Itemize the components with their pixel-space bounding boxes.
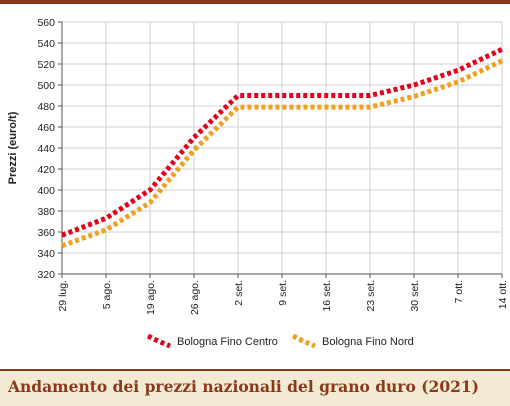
- series-line-1: [61, 47, 504, 238]
- x-tick-label: 5 ago.: [101, 280, 113, 309]
- y-tick-label: 460: [37, 122, 55, 134]
- x-tick-label: 26 ago.: [189, 280, 201, 315]
- y-tick-labels: 320 340 360 380 400 420 440 460 480 500 520 540 560: [37, 17, 55, 281]
- y-tick-label: 340: [37, 248, 55, 260]
- x-tick-label: 9 set.: [277, 280, 289, 306]
- x-tick-label: 30 set.: [409, 280, 421, 312]
- legend-swatch-2: [291, 333, 316, 349]
- y-tick-label: 480: [37, 101, 55, 113]
- x-tick-label: 14 ott.: [497, 280, 509, 309]
- x-tick-label: 19 ago.: [145, 280, 157, 315]
- y-tick-label: 440: [37, 143, 55, 155]
- legend-label-2: Bologna Fino Nord: [322, 336, 414, 348]
- y-tick-label: 320: [37, 269, 55, 281]
- chart-title: Andamento dei prezzi nazionali del grano…: [8, 377, 480, 396]
- chart-title-bar: Andamento dei prezzi nazionali del grano…: [0, 369, 510, 406]
- grid: [61, 21, 503, 275]
- y-tick-label: 360: [37, 227, 55, 239]
- x-tick-label: 2 set.: [233, 280, 245, 306]
- x-tick-label: 29 lug.: [57, 280, 69, 312]
- x-tick-label: 16 set.: [321, 280, 333, 312]
- series-lines: [61, 47, 504, 249]
- y-tick-label: 520: [37, 59, 55, 71]
- y-tick-label: 380: [37, 206, 55, 218]
- y-tick-label: 560: [37, 17, 55, 29]
- legend-label-1: Bologna Fino Centro: [177, 336, 278, 348]
- axes: [58, 21, 503, 278]
- series-line-2: [61, 58, 504, 249]
- y-tick-label: 500: [37, 80, 55, 92]
- x-tick-label: 23 set.: [365, 280, 377, 312]
- y-tick-label: 400: [37, 185, 55, 197]
- legend-swatch-1: [146, 333, 171, 349]
- y-axis-label: Prezzi (euro/t): [7, 111, 19, 184]
- x-tick-label: 7 ott.: [453, 280, 465, 303]
- y-tick-label: 420: [37, 164, 55, 176]
- line-chart: 320340360380400420440460480500520540560 …: [7, 17, 509, 349]
- y-tick-label: 540: [37, 38, 55, 50]
- x-tick-labels: 29 lug. 5 ago. 19 ago. 26 ago. 2 set. 9 set. 1…: [57, 280, 509, 315]
- legend: Bologna Fino Centro Bologna Fino Nord: [146, 333, 414, 349]
- top-rule: [0, 0, 510, 4]
